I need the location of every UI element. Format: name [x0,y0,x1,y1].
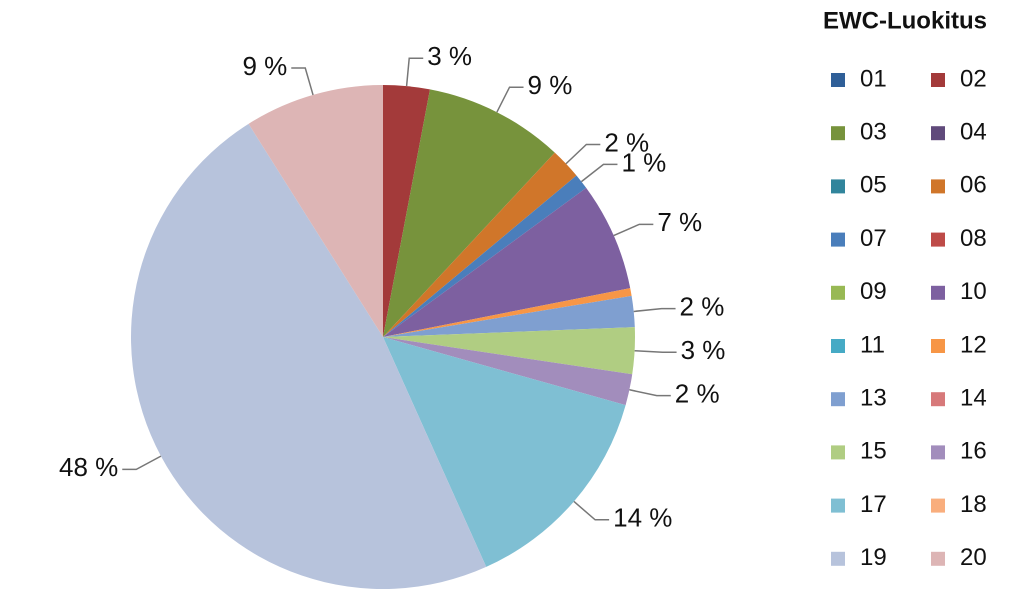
pie-slice [248,85,383,337]
legend-swatch [831,498,845,513]
legend-swatch [931,126,945,141]
pie-slice [383,327,635,375]
legend-label: 03 [860,119,887,146]
data-label: 1 % [621,147,666,177]
leader-line [613,223,654,237]
legend-swatch [931,498,945,513]
legend-title: EWC-Luokitus [823,7,987,34]
data-label: 14 % [613,503,672,533]
legend-label: 01 [860,65,887,92]
legend-label: 17 [860,491,887,518]
legend-swatch [831,126,845,141]
leader-line [633,307,676,313]
leader-line [122,455,162,471]
leader-line [291,67,314,96]
legend-label: 16 [960,438,987,465]
data-label: 2 % [604,127,649,157]
legend-swatch [931,285,945,300]
legend-swatch [931,232,945,247]
legend-swatch [931,339,945,353]
legend-swatch [931,392,945,407]
legend-swatch [831,179,845,194]
pie-slice [383,89,555,338]
legend-swatch [831,392,845,407]
data-label: 2 % [680,291,725,321]
legend-swatch [831,73,845,87]
legend-label: 10 [960,278,987,305]
legend-swatch [831,339,845,353]
data-label: 7 % [657,207,702,237]
leader-line [565,143,601,165]
leader-line [634,350,677,354]
leader-line [573,500,610,521]
pie-slice [131,123,487,589]
pie-slice [383,152,577,337]
legend-label: 04 [960,119,987,146]
legend-label: 09 [860,278,887,305]
data-label: 9 % [528,70,573,100]
leader-line [496,86,524,113]
pie-slice [383,175,587,337]
legend-label: 11 [860,331,885,358]
leader-line [580,163,618,183]
data-label: 9 % [242,51,287,81]
legend-label: 15 [860,438,887,465]
legend-swatch [831,445,845,460]
legend-label: 13 [860,385,887,412]
legend-swatch [931,179,945,194]
legend-label: 20 [960,544,987,571]
legend-label: 02 [960,65,987,92]
legend-swatch [831,285,845,300]
leader-line [405,57,424,87]
pie-slice [383,337,626,567]
data-label: 3 % [681,335,726,365]
legend-swatch [831,232,845,247]
legend-swatch [931,73,945,87]
data-label: 3 % [427,41,472,71]
legend-label: 05 [860,172,887,199]
legend-label: 12 [960,331,987,358]
legend-label: 18 [960,491,987,518]
data-label: 2 % [675,379,720,409]
legend-label: 07 [860,225,887,252]
pie-slice [383,288,632,337]
legend-label: 14 [960,385,987,412]
leader-line [629,389,671,397]
legend-swatch [831,551,845,566]
pie-slice [383,85,430,337]
pie-slice [383,337,633,406]
legend-label: 19 [860,544,887,571]
legend-swatch [931,445,945,460]
legend-swatch [931,551,945,566]
pie-slice [383,295,635,337]
data-label: 48 % [59,452,118,482]
legend-label: 06 [960,172,987,199]
pie-slice [383,187,631,337]
legend-label: 08 [960,225,987,252]
